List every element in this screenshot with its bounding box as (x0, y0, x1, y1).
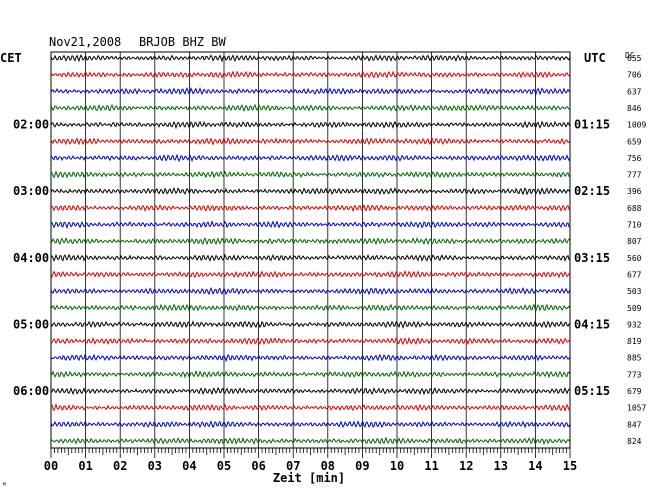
seismic-trace (50, 53, 571, 63)
x-tick-label: 07 (286, 459, 300, 473)
x-tick-label: 10 (390, 459, 404, 473)
dc-value-label: 509 (627, 304, 642, 313)
right-hour-label: 02:15 (574, 184, 610, 198)
dc-value-label: 932 (627, 320, 642, 329)
dc-value-label: 503 (627, 287, 642, 296)
dc-value-label: 846 (627, 104, 642, 113)
chart-traces (50, 53, 571, 446)
seismic-trace (50, 419, 571, 429)
corner-mark: ᴹ (2, 481, 7, 490)
dc-value-label: 688 (627, 204, 642, 213)
dc-value-label: 756 (627, 154, 642, 163)
x-tick-label: 05 (217, 459, 231, 473)
seismic-trace (50, 369, 571, 379)
x-tick-label: 13 (494, 459, 508, 473)
seismic-trace (50, 87, 571, 96)
right-hour-labels: 01:15 02:15 03:15 04:15 05:15 (574, 118, 610, 398)
left-hour-label: 05:00 (13, 317, 49, 331)
seismic-trace (50, 204, 571, 213)
left-hour-label: 02:00 (13, 118, 49, 132)
x-tick-label: 09 (355, 459, 369, 473)
left-timezone-label: CET (0, 51, 22, 65)
seismic-trace (50, 336, 571, 346)
x-tick-label: 08 (321, 459, 335, 473)
dc-value-label: 824 (627, 437, 642, 446)
x-tick-label: 02 (113, 459, 127, 473)
seismic-trace (50, 103, 571, 113)
seismic-trace (50, 436, 571, 446)
seismic-trace (50, 386, 571, 396)
dc-value-label: 773 (627, 370, 642, 379)
x-tick-label: 06 (251, 459, 265, 473)
x-tick-label: 00 (44, 459, 58, 473)
seismic-trace (50, 70, 571, 79)
seismic-trace (50, 269, 571, 279)
seismic-trace (50, 153, 571, 163)
dc-value-label: 677 (627, 270, 642, 279)
header-station: BRJOB BHZ BW (139, 35, 226, 49)
dc-value-label: 847 (627, 420, 642, 429)
x-tick-label: 14 (528, 459, 542, 473)
dc-value-label: 885 (627, 354, 642, 363)
left-hour-label: 06:00 (13, 384, 49, 398)
right-hour-label: 05:15 (574, 384, 610, 398)
x-tick-label: 12 (459, 459, 473, 473)
dc-header-label: DC (625, 51, 635, 60)
seismic-trace (50, 170, 571, 179)
x-tick-label: 03 (148, 459, 162, 473)
left-hour-label: 04:00 (13, 251, 49, 265)
dc-value-label: 706 (627, 71, 642, 80)
left-hour-labels: 02:00 03:00 04:00 05:00 06:00 (13, 118, 49, 398)
x-tick-label: 01 (78, 459, 92, 473)
right-hour-label: 01:15 (574, 118, 610, 132)
dc-value-label: 560 (627, 254, 642, 263)
seismic-trace (50, 286, 571, 296)
seismic-trace (50, 253, 571, 263)
dc-value-label: 637 (627, 87, 642, 96)
dc-value-label: 1057 (627, 404, 646, 413)
right-hour-label: 04:15 (574, 317, 610, 331)
seismic-trace (50, 402, 571, 413)
dc-value-label: 396 (627, 187, 642, 196)
seismic-trace (50, 320, 571, 330)
dc-value-label: 679 (627, 387, 642, 396)
right-hour-label: 03:15 (574, 251, 610, 265)
seismic-trace (50, 186, 571, 196)
header-date: Nov21,2008 (49, 35, 121, 49)
dc-value-label: 710 (627, 221, 642, 230)
dc-value-label: 1009 (627, 121, 646, 130)
seismic-trace (50, 303, 571, 312)
seismic-trace (50, 120, 571, 130)
x-axis-label: Zeit [min] (273, 471, 345, 485)
dc-value-label: 659 (627, 137, 642, 146)
x-axis: 00 01 02 03 04 05 06 07 08 09 10 11 12 13 14 15 (44, 447, 577, 473)
right-timezone-label: UTC (584, 51, 606, 65)
dc-value-label: 655 (627, 54, 642, 63)
seismic-trace (50, 136, 571, 146)
seismic-trace (50, 353, 571, 363)
dc-value-label: 807 (627, 237, 642, 246)
dc-value-label: 777 (627, 171, 642, 180)
x-tick-label: 11 (424, 459, 438, 473)
x-tick-label: 15 (563, 459, 577, 473)
left-hour-label: 03:00 (13, 184, 49, 198)
dc-value-label: 819 (627, 337, 642, 346)
seismic-trace (50, 237, 571, 246)
plot-border (50, 51, 571, 449)
chart-grid (50, 51, 571, 449)
seismic-trace (50, 220, 571, 230)
dc-values: 655 706 637 846 1009 659 756 777 396 688 710 807 560… (627, 54, 646, 446)
x-tick-label: 04 (182, 459, 196, 473)
